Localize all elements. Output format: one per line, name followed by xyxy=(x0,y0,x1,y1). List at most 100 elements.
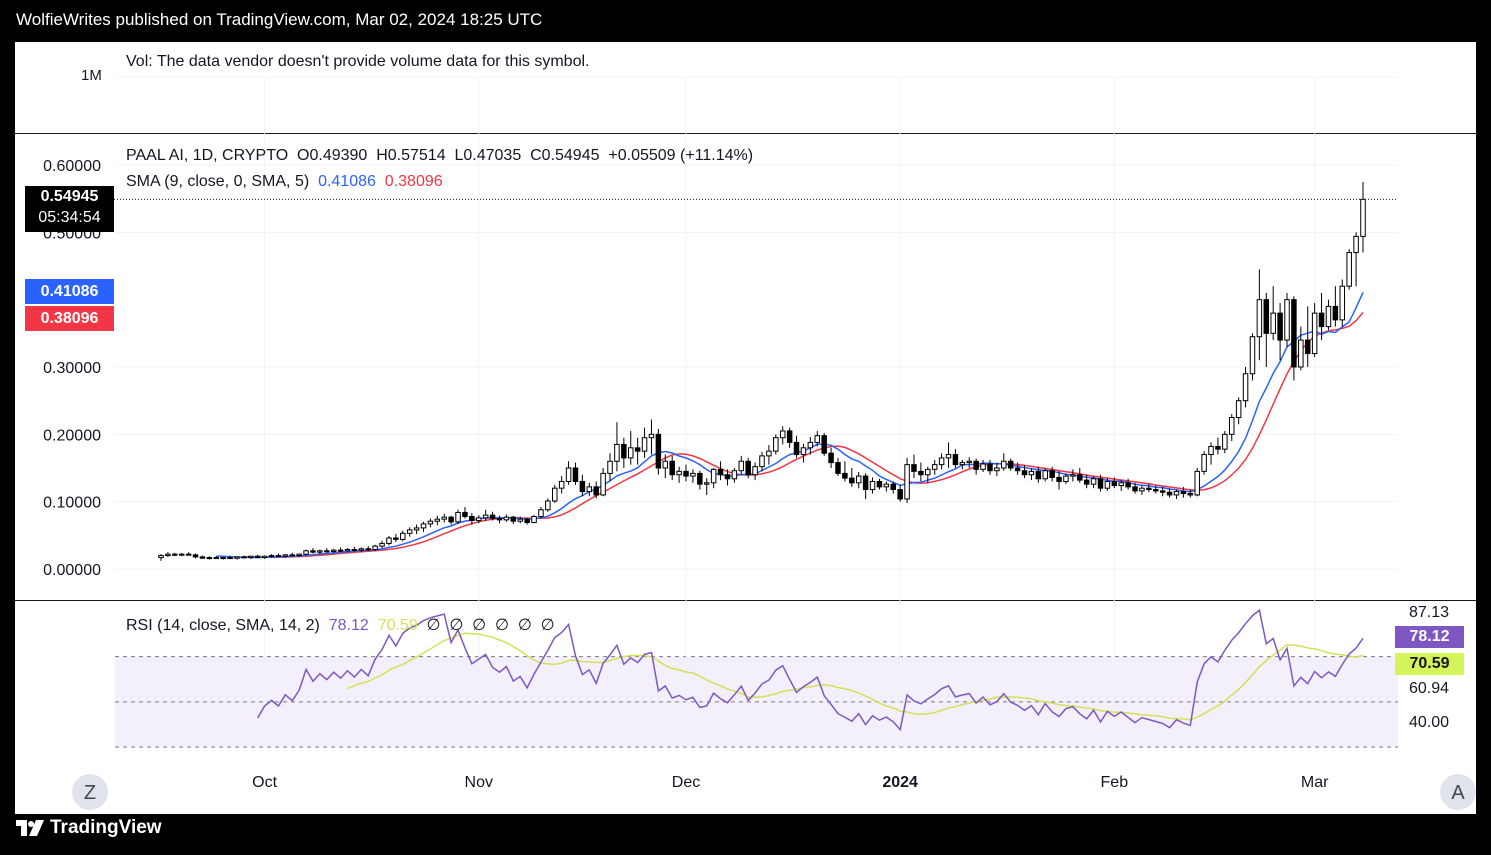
time-tick-label: Mar xyxy=(1301,774,1329,791)
empty-value: ∅ xyxy=(449,617,464,634)
rsi-scale-mid: 60.94 xyxy=(1409,680,1450,697)
candle-body xyxy=(192,554,199,558)
sma-price-badge: 0.41086 xyxy=(25,279,114,304)
candle-body xyxy=(793,441,800,456)
candle-body xyxy=(1001,460,1007,469)
candle-body xyxy=(330,549,337,552)
candle-body xyxy=(393,537,399,540)
candle-body xyxy=(600,472,606,496)
candle-body xyxy=(842,472,848,479)
candlesticks xyxy=(158,181,1366,561)
sma-legend-value: 0.41086 xyxy=(318,173,376,190)
candle-body xyxy=(593,486,599,496)
empty-value: ∅ xyxy=(517,617,532,634)
candle-body xyxy=(1125,482,1131,488)
candle-body xyxy=(683,470,689,477)
candle-body xyxy=(1346,252,1352,287)
candle-body xyxy=(800,447,807,456)
price-chart[interactable]: 0.600000.500000.300000.200000.100000.000… xyxy=(15,42,1476,814)
candle-body xyxy=(614,443,620,462)
chart-panel[interactable]: Vol: The data vendor doesn't provide vol… xyxy=(15,42,1476,814)
candle-body xyxy=(717,468,724,476)
candle-body xyxy=(697,472,703,485)
candle-body xyxy=(1311,312,1318,355)
candle-body xyxy=(565,467,572,482)
price-grid xyxy=(114,76,1398,747)
candle-body xyxy=(206,557,213,560)
auto-scale-button[interactable]: A xyxy=(1440,774,1476,810)
price-tick-label: 0.30000 xyxy=(43,360,101,377)
candle-body xyxy=(952,454,959,466)
tradingview-logo[interactable]: TradingView xyxy=(16,817,162,839)
open-value: O0.49390 xyxy=(297,147,368,164)
candle-body xyxy=(227,557,233,560)
volume-pane-divider[interactable] xyxy=(15,133,1476,134)
candle-body xyxy=(1194,470,1200,496)
candle-body xyxy=(344,548,351,552)
rsi-line xyxy=(257,608,1364,732)
candle-body xyxy=(545,500,551,511)
candle-body xyxy=(876,480,883,488)
candle-body xyxy=(1166,491,1173,496)
candle-body xyxy=(1256,299,1263,338)
symbol-legend[interactable]: PAAL AI, 1D, CRYPTO O0.49390 H0.57514 L0… xyxy=(126,147,753,165)
empty-value: ∅ xyxy=(540,617,555,634)
candle-body xyxy=(1208,445,1214,456)
candle-body xyxy=(289,554,295,557)
candle-body xyxy=(1097,478,1104,489)
candle-body xyxy=(303,550,309,555)
candle-body xyxy=(413,527,420,531)
candle-body xyxy=(925,468,931,476)
moving-average-lines xyxy=(216,292,1364,559)
volume-pane: Vol: The data vendor doesn't provide vol… xyxy=(15,42,1476,134)
tradingview-logo-icon xyxy=(16,820,44,836)
candle-body xyxy=(1360,198,1366,237)
candle-body xyxy=(731,470,738,480)
rsi-legend[interactable]: RSI (14, close, SMA, 14, 2) 78.12 70.59 … xyxy=(126,615,555,635)
candle-body xyxy=(855,475,862,484)
sma-legend[interactable]: SMA (9, close, 0, SMA, 5) 0.41086 0.3809… xyxy=(126,173,443,191)
sma-smooth-price-badge: 0.38096 xyxy=(25,306,114,331)
candle-body xyxy=(745,460,751,476)
candle-body xyxy=(1332,305,1339,321)
price-tick-label: 0.20000 xyxy=(43,427,101,444)
zoom-reset-button[interactable]: Z xyxy=(72,774,108,810)
rsi-pane-divider[interactable] xyxy=(15,600,1476,601)
candle-body xyxy=(1111,480,1118,487)
empty-value: ∅ xyxy=(495,617,510,634)
candle-body xyxy=(621,443,627,459)
rsi-scale-max: 87.13 xyxy=(1409,604,1450,621)
candle-body xyxy=(669,460,675,476)
sma-line xyxy=(216,292,1364,559)
candle-body xyxy=(434,518,441,522)
candle-body xyxy=(1028,470,1035,476)
rsi-ma-value-badge: 70.59 xyxy=(1395,653,1464,675)
candle-body xyxy=(1021,470,1028,476)
candle-body xyxy=(1104,480,1111,489)
candle-body xyxy=(248,555,254,559)
last-price-badge: 0.54945 05:34:54 xyxy=(25,186,114,232)
price-tick-label: 0.00000 xyxy=(43,562,101,579)
candle-body xyxy=(185,553,192,556)
candle-body xyxy=(462,511,468,517)
candle-body xyxy=(1284,299,1290,341)
candle-body xyxy=(476,517,482,522)
tradingview-brand: TradingView xyxy=(50,817,162,838)
candle-body xyxy=(482,514,489,519)
candle-body xyxy=(552,487,558,502)
candle-body xyxy=(607,460,613,474)
candle-body xyxy=(766,450,772,457)
price-tick-label: 0.10000 xyxy=(43,495,101,512)
candle-body xyxy=(379,542,385,547)
candle-body xyxy=(1277,312,1283,341)
rsi-ma-line xyxy=(347,632,1364,721)
candle-body xyxy=(406,529,413,534)
candle-body xyxy=(786,430,793,443)
candle-body xyxy=(938,457,945,466)
candle-body xyxy=(1056,476,1062,482)
candle-body xyxy=(1090,478,1097,485)
candle-body xyxy=(641,437,648,452)
candle-body xyxy=(1035,470,1042,480)
rsi-scale-low: 40.00 xyxy=(1409,714,1450,731)
candle-body xyxy=(1222,433,1228,450)
